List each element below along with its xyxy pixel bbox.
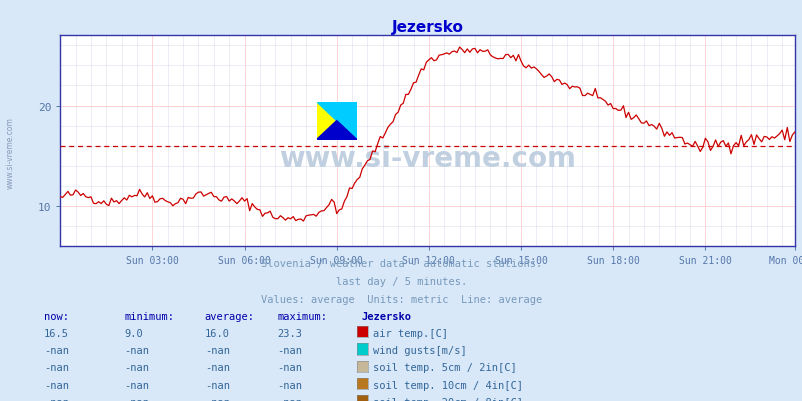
Text: now:: now: xyxy=(44,311,69,321)
Text: -nan: -nan xyxy=(277,363,302,373)
Text: -nan: -nan xyxy=(277,345,302,355)
Text: soil temp. 20cm / 8in[C]: soil temp. 20cm / 8in[C] xyxy=(373,397,523,401)
Text: Values: average  Units: metric  Line: average: Values: average Units: metric Line: aver… xyxy=(261,295,541,305)
Text: -nan: -nan xyxy=(44,397,69,401)
Polygon shape xyxy=(316,102,356,140)
Text: -nan: -nan xyxy=(277,380,302,390)
Text: 16.0: 16.0 xyxy=(205,328,229,338)
Text: -nan: -nan xyxy=(277,397,302,401)
Text: air temp.[C]: air temp.[C] xyxy=(373,328,448,338)
Text: Jezersko: Jezersko xyxy=(361,311,411,321)
Text: minimum:: minimum: xyxy=(124,311,174,321)
Text: soil temp. 10cm / 4in[C]: soil temp. 10cm / 4in[C] xyxy=(373,380,523,390)
Text: www.si-vreme.com: www.si-vreme.com xyxy=(6,117,15,188)
Polygon shape xyxy=(316,121,356,140)
Text: last day / 5 minutes.: last day / 5 minutes. xyxy=(335,277,467,287)
Polygon shape xyxy=(316,102,356,140)
Text: -nan: -nan xyxy=(44,363,69,373)
Text: -nan: -nan xyxy=(205,363,229,373)
Text: 9.0: 9.0 xyxy=(124,328,143,338)
Title: Jezersko: Jezersko xyxy=(391,20,463,35)
Text: -nan: -nan xyxy=(205,345,229,355)
Text: 16.5: 16.5 xyxy=(44,328,69,338)
Text: -nan: -nan xyxy=(44,380,69,390)
Text: average:: average: xyxy=(205,311,254,321)
Text: 23.3: 23.3 xyxy=(277,328,302,338)
Text: maximum:: maximum: xyxy=(277,311,326,321)
Text: wind gusts[m/s]: wind gusts[m/s] xyxy=(373,345,467,355)
Polygon shape xyxy=(316,102,356,140)
Text: -nan: -nan xyxy=(205,397,229,401)
Text: -nan: -nan xyxy=(124,380,149,390)
Text: -nan: -nan xyxy=(124,397,149,401)
Text: soil temp. 5cm / 2in[C]: soil temp. 5cm / 2in[C] xyxy=(373,363,516,373)
Text: Slovenia / weather data - automatic stations.: Slovenia / weather data - automatic stat… xyxy=(261,259,541,269)
Text: -nan: -nan xyxy=(124,363,149,373)
Text: -nan: -nan xyxy=(205,380,229,390)
Polygon shape xyxy=(316,102,356,140)
Text: -nan: -nan xyxy=(44,345,69,355)
Text: -nan: -nan xyxy=(124,345,149,355)
Text: www.si-vreme.com: www.si-vreme.com xyxy=(279,144,575,172)
